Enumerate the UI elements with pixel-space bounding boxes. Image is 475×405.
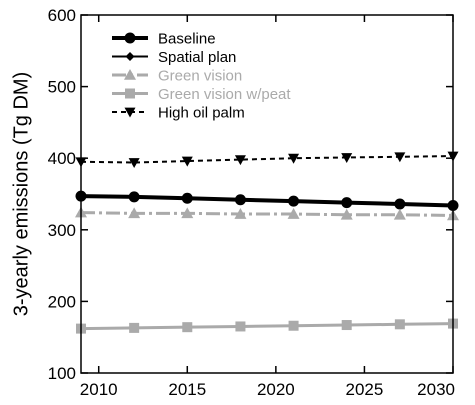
x-tick-label: 2015 bbox=[168, 380, 206, 399]
series-line bbox=[80, 194, 454, 208]
data-point bbox=[235, 195, 245, 205]
data-point bbox=[182, 322, 193, 333]
plot-area bbox=[75, 151, 459, 334]
data-point bbox=[128, 207, 141, 219]
y-tick-label: 200 bbox=[48, 292, 76, 311]
series-line bbox=[80, 155, 454, 164]
y-tick-label: 600 bbox=[48, 6, 76, 25]
data-point bbox=[394, 319, 405, 330]
y-axis: 100 200 300 400 500 600 bbox=[48, 6, 453, 383]
y-tick-label: 500 bbox=[48, 78, 76, 97]
data-point bbox=[128, 158, 140, 168]
y-axis-title: 3-yearly emissions (Tg DM) bbox=[10, 72, 32, 316]
data-point bbox=[181, 207, 194, 219]
plot-frame bbox=[80, 14, 454, 374]
legend-label: Spatial plan bbox=[158, 49, 236, 66]
data-point bbox=[342, 198, 352, 208]
data-point bbox=[289, 196, 299, 206]
legend-label: Baseline bbox=[158, 31, 216, 48]
data-point bbox=[182, 193, 192, 203]
y-tick-label: 400 bbox=[48, 149, 76, 168]
data-point bbox=[394, 152, 406, 163]
axes: 2010 2015 2020 2025 2030 100200300400500600 … bbox=[10, 6, 455, 399]
series-green-vision-w-peat bbox=[76, 318, 458, 334]
data-point bbox=[129, 192, 139, 202]
legend-marker bbox=[124, 69, 136, 80]
x-tick-label: 2010 bbox=[80, 380, 118, 399]
legend-marker bbox=[125, 52, 135, 61]
data-point bbox=[234, 155, 246, 166]
x-tick-label: 2020 bbox=[257, 380, 295, 399]
legend-marker bbox=[125, 88, 135, 99]
data-point bbox=[129, 322, 140, 333]
y-tick-label: 100 bbox=[48, 364, 76, 383]
data-point bbox=[341, 153, 353, 163]
data-point bbox=[393, 208, 406, 220]
data-point bbox=[287, 208, 300, 219]
series-line bbox=[80, 322, 454, 331]
data-point bbox=[235, 321, 246, 332]
data-point bbox=[288, 320, 299, 331]
x-axis: 2010 2015 2020 2025 2030 bbox=[80, 15, 455, 399]
data-point bbox=[395, 199, 405, 209]
legend-label: High oil palm bbox=[158, 105, 245, 122]
data-point bbox=[181, 156, 193, 167]
series-line bbox=[80, 211, 454, 217]
data-point bbox=[288, 153, 300, 164]
data-point bbox=[234, 208, 247, 219]
legend-marker bbox=[124, 107, 136, 118]
series-high-oil-palm bbox=[75, 151, 459, 168]
x-tick-label: 2025 bbox=[346, 380, 384, 399]
y-tick-label: 300 bbox=[48, 221, 76, 240]
legend-label: Green vision bbox=[158, 68, 242, 85]
legend-label: Green vision w/peat bbox=[158, 86, 291, 103]
data-point bbox=[340, 208, 353, 220]
data-point bbox=[341, 320, 352, 331]
x-tick-label: 2030 bbox=[417, 380, 455, 399]
legend-marker bbox=[124, 32, 136, 44]
